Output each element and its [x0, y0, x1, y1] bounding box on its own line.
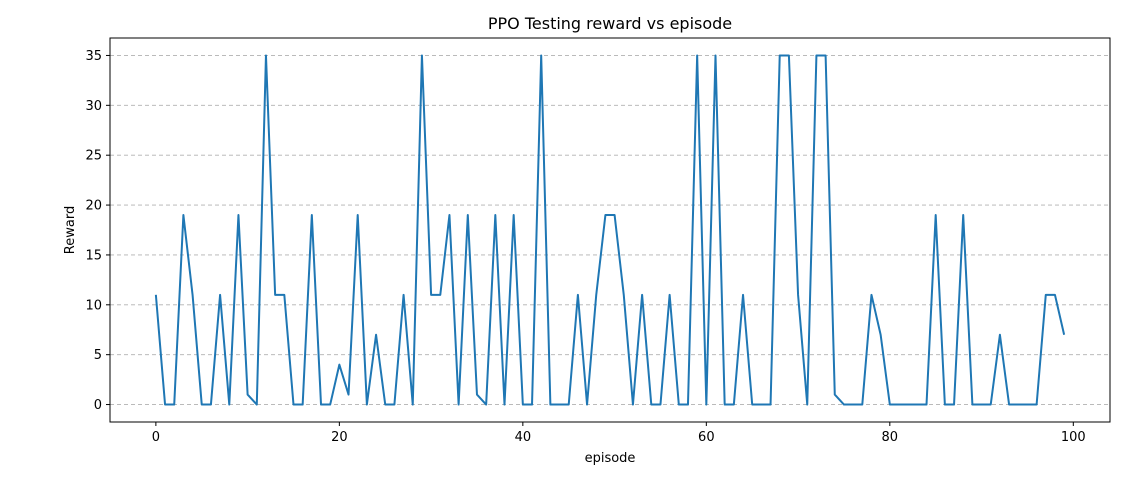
x-axis-label: episode	[585, 451, 636, 466]
x-tick-label: 60	[698, 430, 715, 445]
chart-title: PPO Testing reward vs episode	[488, 14, 732, 33]
y-tick-label: 15	[85, 248, 102, 263]
x-tick-label: 40	[515, 430, 532, 445]
series-layer	[154, 54, 1066, 406]
y-axis-label: Reward	[63, 206, 78, 254]
y-tick-label: 0	[94, 398, 102, 413]
x-tick-label: 20	[331, 430, 348, 445]
x-axis-ticks: 0 20 40 60 80 100	[152, 422, 1086, 445]
x-tick-label: 0	[152, 430, 160, 445]
y-tick-label: 5	[94, 348, 102, 363]
grid-lines	[110, 55, 1110, 405]
x-tick-label: 100	[1061, 430, 1086, 445]
y-tick-label: 30	[85, 99, 102, 114]
x-tick-label: 80	[882, 430, 899, 445]
y-tick-label: 20	[85, 199, 102, 214]
y-tick-label: 10	[85, 298, 102, 313]
y-axis-ticks: 0 5 10 15 20 25 30 35	[85, 49, 110, 413]
y-tick-label: 25	[85, 149, 102, 164]
y-tick-label: 35	[85, 49, 102, 64]
series-line	[154, 54, 1066, 406]
plot-frame	[109, 37, 1111, 423]
